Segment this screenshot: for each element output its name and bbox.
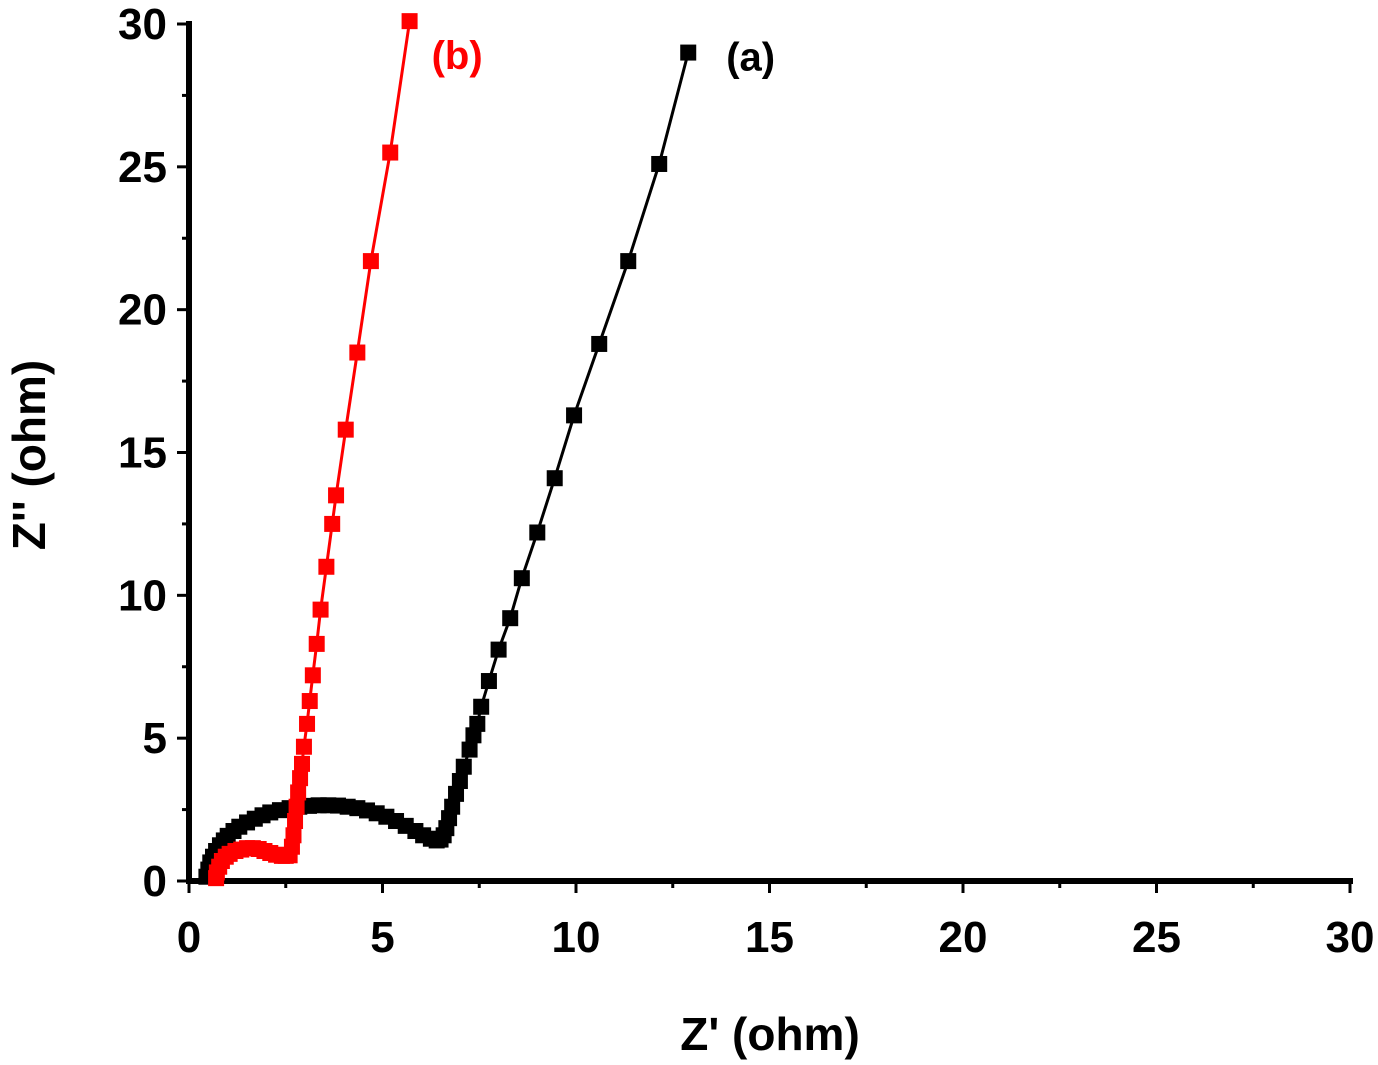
y-tick-label: 5 <box>143 714 167 763</box>
data-point <box>324 515 341 532</box>
series-a: (a) <box>198 36 775 885</box>
x-tick-label: 0 <box>177 913 201 962</box>
series-line <box>204 52 690 878</box>
data-point <box>480 673 497 690</box>
data-point <box>651 155 668 172</box>
data-point <box>461 741 478 758</box>
y-axis-title: Z'' (ohm) <box>3 360 55 551</box>
data-point <box>680 44 697 61</box>
data-point <box>288 798 305 815</box>
x-tick-label: 20 <box>939 913 988 962</box>
x-tick-label: 5 <box>370 913 394 962</box>
x-axis-title: Z' (ohm) <box>680 1008 860 1060</box>
series-line <box>214 20 412 879</box>
data-point <box>566 407 583 424</box>
plot-area: (a) (b) <box>198 13 775 887</box>
data-point <box>328 487 345 504</box>
x-tick-label: 15 <box>745 913 794 962</box>
data-point <box>451 773 468 790</box>
data-point <box>448 785 465 802</box>
data-point <box>591 335 608 352</box>
data-point <box>473 698 490 715</box>
series-b: (b) <box>208 13 483 887</box>
axes: 0 5 10 15 20 25 30 0 5 10 15 20 25 30 <box>118 0 1374 962</box>
data-point <box>301 693 318 710</box>
data-point <box>290 784 307 801</box>
x-tick-label: 10 <box>552 913 601 962</box>
x-tick-label: 25 <box>1132 913 1181 962</box>
data-point <box>513 570 530 587</box>
data-point <box>285 827 302 844</box>
data-point <box>469 715 486 732</box>
series-label-a: (a) <box>726 36 775 80</box>
data-point <box>299 715 316 732</box>
data-point <box>529 524 546 541</box>
data-point <box>455 758 472 775</box>
data-point <box>304 667 321 684</box>
x-tick-label: 30 <box>1326 913 1375 962</box>
data-point <box>318 558 335 575</box>
data-point <box>287 813 304 830</box>
y-tick-label: 0 <box>143 857 167 906</box>
data-point <box>308 635 325 652</box>
y-tick-label: 30 <box>118 0 167 49</box>
data-point <box>546 470 563 487</box>
y-tick-label: 10 <box>118 571 167 620</box>
y-tick-label: 20 <box>118 286 167 335</box>
data-point <box>502 610 519 627</box>
y-tick-label: 15 <box>118 429 167 478</box>
data-point <box>349 344 366 361</box>
data-point <box>401 13 418 30</box>
data-point <box>490 641 507 658</box>
y-tick-label: 25 <box>118 143 167 192</box>
data-point <box>362 253 379 270</box>
data-point <box>312 601 329 618</box>
data-point <box>620 253 637 270</box>
series-label-b: (b) <box>432 34 483 78</box>
data-point <box>382 144 399 161</box>
data-point <box>295 738 312 755</box>
data-point <box>444 798 461 815</box>
data-point <box>292 770 309 787</box>
data-point <box>337 421 354 438</box>
data-point <box>294 755 311 772</box>
